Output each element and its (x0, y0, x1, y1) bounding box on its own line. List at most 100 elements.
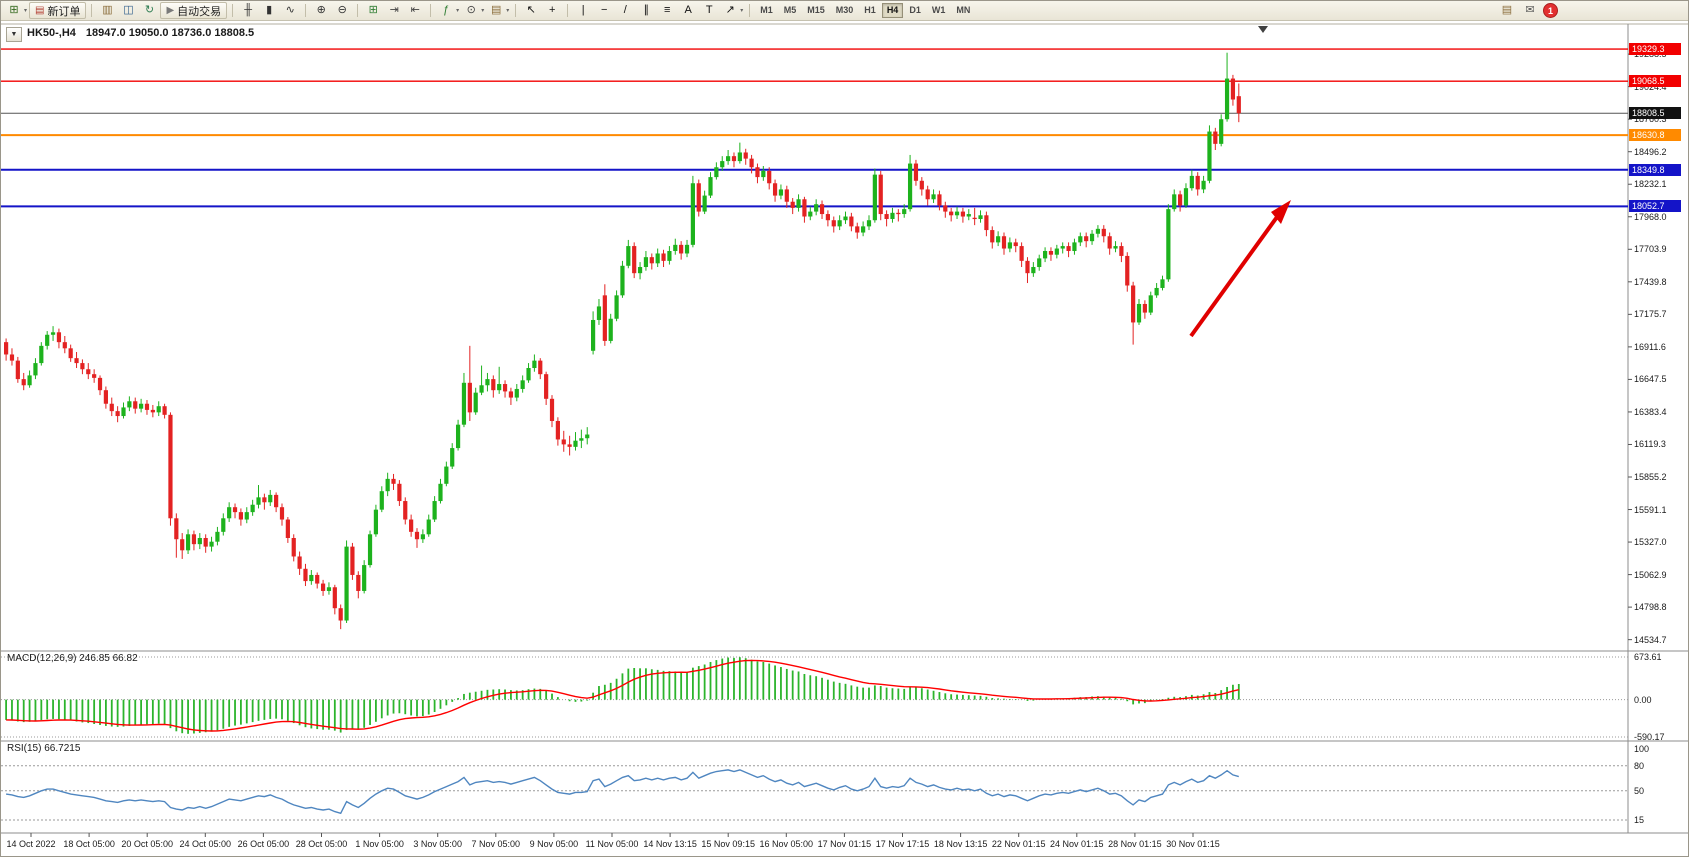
timeframe-button-M15[interactable]: M15 (807, 5, 825, 15)
chart-shift-marker[interactable] (1258, 26, 1268, 33)
candle (1095, 228, 1101, 234)
toolbar-separator (305, 4, 307, 17)
candlestick-chart-icon[interactable]: ▮ (266, 4, 273, 16)
timeframe-button-W1[interactable]: W1 (931, 5, 946, 15)
candle (297, 556, 302, 569)
candle (767, 170, 772, 184)
zoom-out-icon[interactable]: ⊖ (337, 4, 347, 16)
candle (56, 332, 62, 343)
new-chart-icon[interactable]: ⊞ (9, 4, 19, 16)
candle (285, 519, 290, 538)
candle (943, 205, 948, 212)
timeframe-button-M5[interactable]: M5 (783, 5, 797, 15)
arrows-icon[interactable]: ↗ (725, 4, 735, 16)
candle (403, 501, 408, 520)
timeframe-button-M1[interactable]: M1 (760, 5, 773, 15)
toolbar-separator (515, 4, 517, 17)
candle (455, 424, 461, 449)
candle (561, 439, 566, 445)
horizontal-lines[interactable] (1, 48, 1628, 208)
candle (497, 384, 502, 391)
notification-badge[interactable]: 1 (1543, 3, 1558, 18)
text-icon[interactable]: A (684, 4, 692, 16)
candle (168, 414, 173, 519)
trend-arrow-annotation[interactable] (1189, 200, 1291, 338)
timeframe-button-M30[interactable]: M30 (835, 5, 854, 15)
new-order-button[interactable]: ▤ 新订单 (29, 2, 87, 19)
candle (203, 537, 208, 547)
one-click-trading-toggle[interactable]: ▼ (6, 27, 22, 42)
periods-icon[interactable]: ⊙ (466, 4, 476, 16)
candle (268, 494, 273, 503)
dropdown-caret-icon[interactable]: ▾ (740, 8, 744, 14)
timeframe-button-MN[interactable]: MN (956, 5, 971, 15)
candle (320, 583, 326, 591)
refresh-icon[interactable]: ↻ (144, 4, 155, 16)
candle (262, 497, 267, 503)
cursor-icon[interactable]: ↖ (526, 4, 536, 16)
candle (526, 368, 531, 381)
timeframe-button-D1[interactable]: D1 (909, 5, 921, 15)
crosshair-icon[interactable]: + (549, 4, 556, 16)
dropdown-caret-icon[interactable]: ▾ (481, 8, 485, 14)
candle (232, 507, 238, 513)
profiles-icon[interactable]: ▥ (102, 4, 113, 16)
candle (596, 306, 602, 320)
candle (925, 189, 930, 200)
candle (913, 163, 919, 181)
candle (591, 319, 596, 351)
candle (121, 407, 126, 417)
horizontal-line-icon[interactable]: − (601, 4, 608, 16)
candle (872, 174, 877, 221)
candle (244, 512, 249, 520)
timeframe-button-H4[interactable]: H4 (881, 3, 904, 18)
tile-windows-icon[interactable]: ⊞ (368, 4, 378, 16)
zoom-in-icon[interactable]: ⊕ (316, 4, 326, 16)
line-chart-icon[interactable]: ∿ (285, 4, 295, 16)
vertical-line-icon[interactable]: | (581, 4, 585, 16)
auto-scroll-icon[interactable]: ⇥ (389, 4, 399, 16)
candle (1054, 248, 1059, 255)
candle (238, 512, 243, 520)
candle (127, 401, 132, 408)
candle (978, 215, 983, 219)
timeframe-button-H1[interactable]: H1 (864, 5, 876, 15)
news-icon[interactable]: ▤ (1501, 4, 1513, 16)
candle (1230, 78, 1236, 100)
candle (532, 360, 537, 369)
indicators-icon[interactable]: ƒ (443, 4, 450, 16)
toolbar-separator (567, 4, 569, 17)
dropdown-caret-icon[interactable]: ▾ (456, 8, 460, 14)
candle (966, 214, 971, 217)
chart-shift-icon[interactable]: ⇤ (410, 4, 420, 16)
candle (385, 478, 390, 492)
candle (796, 199, 801, 208)
candle (62, 342, 67, 349)
candle (673, 244, 678, 252)
candle (450, 448, 455, 467)
candle (438, 483, 443, 502)
templates-icon[interactable]: ▤ (491, 4, 502, 16)
candle (1236, 96, 1241, 114)
toolbar-separator (430, 4, 432, 17)
toolbar-left-group: ⊞ ▾ ▤ 新订单 ▥ ◫ ↻ ▶ 自动交易 ╫ ▮ ∿ ⊕ ⊖ ⊞ ⇥ ⇤ ƒ ▾ ⊙ ▾ ▤ ▾ ↖ + | − / ∥ ≡ A T ↗ ▾ M… (4, 2, 975, 19)
candle (109, 403, 114, 412)
candle (397, 483, 402, 502)
auto-trading-button[interactable]: ▶ 自动交易 (160, 2, 228, 19)
candle (626, 246, 631, 266)
dropdown-caret-icon[interactable]: ▾ (24, 8, 28, 14)
trendline-icon[interactable]: / (623, 4, 627, 16)
mail-icon[interactable]: ✉ (1525, 4, 1535, 16)
candle (315, 574, 320, 584)
channel-icon[interactable]: ∥ (643, 4, 649, 16)
text-label-icon[interactable]: T (705, 4, 713, 16)
toolbar-separator (91, 4, 93, 17)
market-watch-icon[interactable]: ◫ (123, 4, 134, 16)
candle (1060, 246, 1065, 249)
dropdown-caret-icon[interactable]: ▾ (506, 8, 510, 14)
candle (103, 390, 108, 404)
bar-chart-icon[interactable]: ╫ (244, 4, 253, 16)
fibonacci-icon[interactable]: ≡ (664, 4, 671, 16)
candle (444, 466, 449, 484)
